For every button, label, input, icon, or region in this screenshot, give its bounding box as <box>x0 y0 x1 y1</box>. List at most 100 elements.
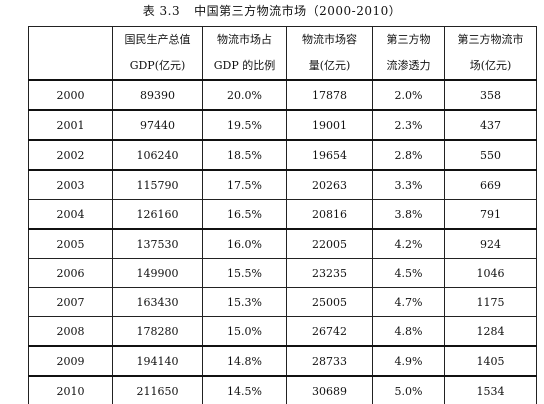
cell-logistics-share: 18.5% <box>202 139 287 171</box>
table-row: 2004 126160 16.5% 20816 3.8% 791 <box>28 199 537 230</box>
cell-logistics-market: 20263 <box>286 169 373 200</box>
cell-gdp: 115790 <box>112 169 203 200</box>
cell-penetration: 2.8% <box>372 139 445 171</box>
cell-year: 2007 <box>28 287 113 317</box>
header-line: 流渗透力 <box>386 59 431 72</box>
table-number: 表 3.3 <box>142 4 181 18</box>
cell-tpl-market: 358 <box>444 79 537 111</box>
table-row: 2008 178280 15.0% 26742 4.8% 1284 <box>28 316 537 347</box>
header-cell-gdp: 国民生产总值 GDP(亿元) <box>112 26 203 81</box>
cell-year: 2002 <box>28 139 113 171</box>
table-row: 2002 106240 18.5% 19654 2.8% 550 <box>28 139 537 171</box>
cell-gdp: 89390 <box>112 79 203 111</box>
cell-tpl-market: 1046 <box>444 258 537 288</box>
header-cell-year <box>28 26 113 81</box>
cell-penetration: 2.3% <box>372 109 445 141</box>
cell-penetration: 3.3% <box>372 169 445 200</box>
table-row: 2009 194140 14.8% 28733 4.9% 1405 <box>28 345 537 377</box>
table-body: 2000 89390 20.0% 17878 2.0% 358 2001 97440 19.5%… <box>28 79 537 404</box>
cell-logistics-share: 15.5% <box>202 258 287 288</box>
table-row: 2005 137530 16.0% 22005 4.2% 924 <box>28 228 537 259</box>
data-table: 国民生产总值 GDP(亿元) 物流市场占 GDP 的比例 物流市场容量(亿元) 第三… <box>28 26 537 404</box>
cell-year: 2009 <box>28 345 113 377</box>
cell-year: 2010 <box>28 375 113 404</box>
header-line: GDP(亿元) <box>129 59 186 72</box>
header-line: 第三方物 <box>386 33 431 46</box>
cell-gdp: 211650 <box>112 375 203 404</box>
header-line: 物流市场占 <box>217 33 272 46</box>
cell-tpl-market: 550 <box>444 139 537 171</box>
table-row: 2001 97440 19.5% 19001 2.3% 437 <box>28 109 537 141</box>
cell-year: 2000 <box>28 79 113 111</box>
cell-logistics-market: 25005 <box>286 287 373 317</box>
cell-penetration: 3.8% <box>372 199 445 230</box>
cell-year: 2006 <box>28 258 113 288</box>
table-row: 2010 211650 14.5% 30689 5.0% 1534 <box>28 375 537 404</box>
table-row: 2006 149900 15.5% 23235 4.5% 1046 <box>28 258 537 288</box>
cell-tpl-market: 791 <box>444 199 537 230</box>
cell-penetration: 4.9% <box>372 345 445 377</box>
cell-year: 2005 <box>28 228 113 259</box>
cell-penetration: 4.7% <box>372 287 445 317</box>
header-line: 国民生产总值 <box>124 33 191 46</box>
cell-logistics-market: 28733 <box>286 345 373 377</box>
cell-logistics-market: 19001 <box>286 109 373 141</box>
cell-gdp: 163430 <box>112 287 203 317</box>
cell-gdp: 178280 <box>112 316 203 347</box>
cell-gdp: 137530 <box>112 228 203 259</box>
cell-logistics-share: 19.5% <box>202 109 287 141</box>
cell-penetration: 4.8% <box>372 316 445 347</box>
header-row: 国民生产总值 GDP(亿元) 物流市场占 GDP 的比例 物流市场容量(亿元) 第三… <box>28 26 537 81</box>
table-title: 中国第三方物流市场（2000-2010） <box>194 4 402 18</box>
cell-tpl-market: 669 <box>444 169 537 200</box>
cell-logistics-share: 16.5% <box>202 199 287 230</box>
cell-logistics-share: 15.3% <box>202 287 287 317</box>
cell-penetration: 4.5% <box>372 258 445 288</box>
header-line: 量(亿元) <box>308 59 351 72</box>
cell-penetration: 5.0% <box>372 375 445 404</box>
cell-logistics-market: 17878 <box>286 79 373 111</box>
cell-tpl-market: 924 <box>444 228 537 259</box>
cell-logistics-share: 14.8% <box>202 345 287 377</box>
cell-tpl-market: 1175 <box>444 287 537 317</box>
header-line: 物流市场容 <box>302 33 357 46</box>
header-line: 第三方物流市 <box>457 33 524 46</box>
cell-tpl-market: 1284 <box>444 316 537 347</box>
cell-gdp: 97440 <box>112 109 203 141</box>
table-row: 2000 89390 20.0% 17878 2.0% 358 <box>28 79 537 111</box>
cell-logistics-share: 17.5% <box>202 169 287 200</box>
cell-gdp: 126160 <box>112 199 203 230</box>
header-line: GDP 的比例 <box>213 59 276 72</box>
cell-year: 2003 <box>28 169 113 200</box>
table-row: 2007 163430 15.3% 25005 4.7% 1175 <box>28 287 537 317</box>
table-caption: 表 3.3 中国第三方物流市场（2000-2010） <box>0 3 544 19</box>
cell-logistics-market: 26742 <box>286 316 373 347</box>
cell-logistics-market: 22005 <box>286 228 373 259</box>
cell-year: 2008 <box>28 316 113 347</box>
cell-tpl-market: 1534 <box>444 375 537 404</box>
header-cell-logistics-market: 物流市场容量(亿元) <box>286 26 373 81</box>
header-cell-tpl-market: 第三方物流市 场(亿元) <box>444 26 537 81</box>
cell-tpl-market: 437 <box>444 109 537 141</box>
header-cell-penetration: 第三方物 流渗透力 <box>372 26 445 81</box>
cell-year: 2001 <box>28 109 113 141</box>
header-line: 场(亿元) <box>469 59 512 72</box>
cell-gdp: 149900 <box>112 258 203 288</box>
cell-logistics-market: 23235 <box>286 258 373 288</box>
cell-tpl-market: 1405 <box>444 345 537 377</box>
cell-logistics-share: 20.0% <box>202 79 287 111</box>
table-row: 2003 115790 17.5% 20263 3.3% 669 <box>28 169 537 200</box>
cell-year: 2004 <box>28 199 113 230</box>
cell-logistics-market: 20816 <box>286 199 373 230</box>
cell-gdp: 106240 <box>112 139 203 171</box>
cell-logistics-market: 30689 <box>286 375 373 404</box>
cell-logistics-share: 15.0% <box>202 316 287 347</box>
cell-penetration: 4.2% <box>372 228 445 259</box>
header-cell-logistics-share: 物流市场占 GDP 的比例 <box>202 26 287 81</box>
cell-logistics-share: 16.0% <box>202 228 287 259</box>
cell-logistics-share: 14.5% <box>202 375 287 404</box>
cell-logistics-market: 19654 <box>286 139 373 171</box>
cell-penetration: 2.0% <box>372 79 445 111</box>
cell-gdp: 194140 <box>112 345 203 377</box>
